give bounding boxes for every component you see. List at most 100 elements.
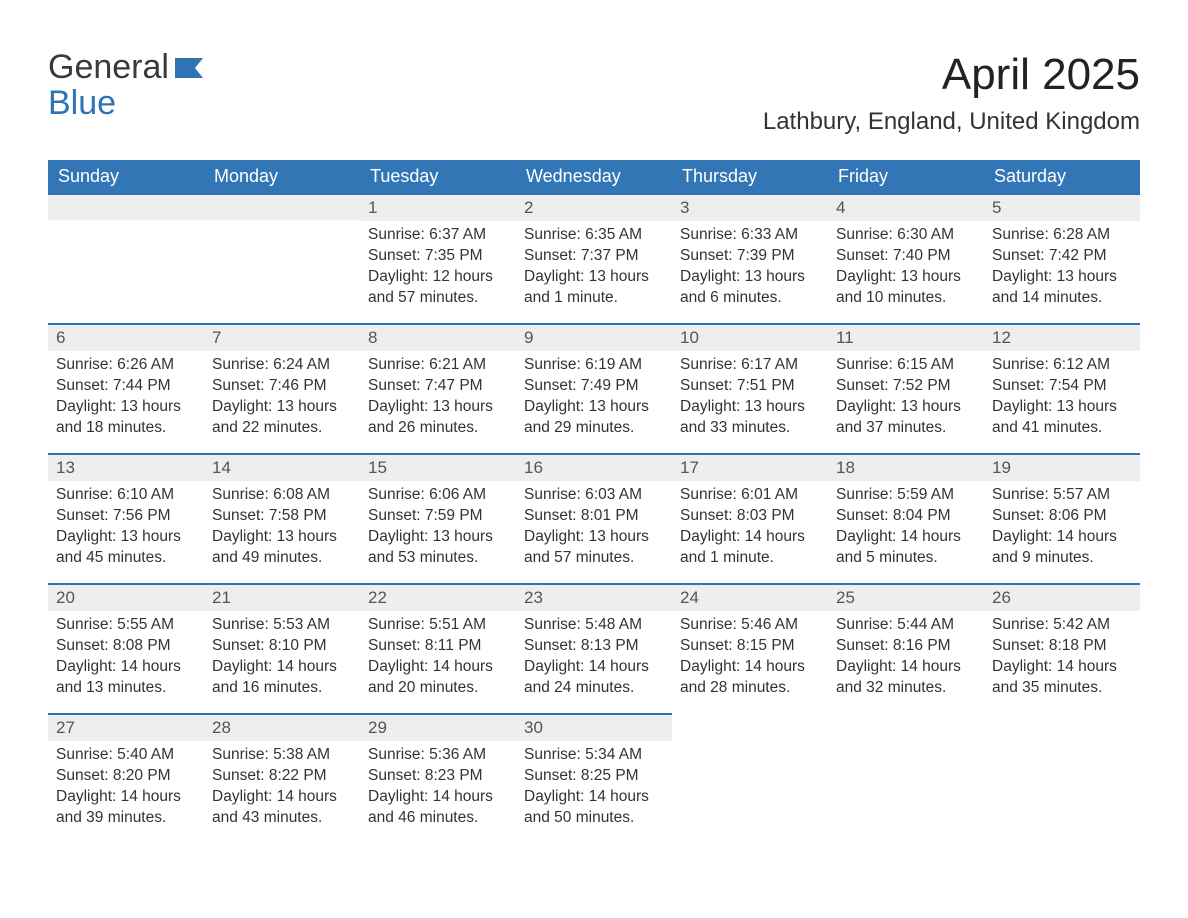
cell-sunrise: Sunrise: 6:24 AM xyxy=(212,355,352,376)
cell-body: Sunrise: 6:35 AMSunset: 7:37 PMDaylight:… xyxy=(516,221,672,319)
calendar-cell: 8Sunrise: 6:21 AMSunset: 7:47 PMDaylight… xyxy=(360,323,516,453)
location: Lathbury, England, United Kingdom xyxy=(763,108,1140,136)
cell-body: Sunrise: 5:53 AMSunset: 8:10 PMDaylight:… xyxy=(204,611,360,709)
calendar-cell xyxy=(828,713,984,843)
cell-sunrise: Sunrise: 6:21 AM xyxy=(368,355,508,376)
calendar-cell: 17Sunrise: 6:01 AMSunset: 8:03 PMDayligh… xyxy=(672,453,828,583)
calendar-cell: 9Sunrise: 6:19 AMSunset: 7:49 PMDaylight… xyxy=(516,323,672,453)
cell-body: Sunrise: 6:21 AMSunset: 7:47 PMDaylight:… xyxy=(360,351,516,449)
date-number: 26 xyxy=(984,583,1140,611)
cell-daylight2: and 24 minutes. xyxy=(524,678,664,699)
cell-body: Sunrise: 6:12 AMSunset: 7:54 PMDaylight:… xyxy=(984,351,1140,449)
cell-sunset: Sunset: 7:40 PM xyxy=(836,246,976,267)
cell-daylight1: Daylight: 12 hours xyxy=(368,267,508,288)
cell-daylight1: Daylight: 14 hours xyxy=(680,527,820,548)
cell-sunrise: Sunrise: 5:53 AM xyxy=(212,615,352,636)
cell-sunset: Sunset: 7:49 PM xyxy=(524,376,664,397)
cell-daylight2: and 22 minutes. xyxy=(212,418,352,439)
cell-sunrise: Sunrise: 6:19 AM xyxy=(524,355,664,376)
calendar-cell: 29Sunrise: 5:36 AMSunset: 8:23 PMDayligh… xyxy=(360,713,516,843)
date-number: 14 xyxy=(204,453,360,481)
cell-body: Sunrise: 5:46 AMSunset: 8:15 PMDaylight:… xyxy=(672,611,828,709)
cell-sunset: Sunset: 8:13 PM xyxy=(524,636,664,657)
cell-daylight1: Daylight: 14 hours xyxy=(56,657,196,678)
calendar-cell: 27Sunrise: 5:40 AMSunset: 8:20 PMDayligh… xyxy=(48,713,204,843)
cell-daylight2: and 13 minutes. xyxy=(56,678,196,699)
date-number: 18 xyxy=(828,453,984,481)
cell-daylight1: Daylight: 13 hours xyxy=(992,397,1132,418)
date-number: 20 xyxy=(48,583,204,611)
calendar-cell: 11Sunrise: 6:15 AMSunset: 7:52 PMDayligh… xyxy=(828,323,984,453)
logo-text: General Blue xyxy=(48,50,169,121)
logo: General Blue xyxy=(48,50,209,121)
cell-daylight2: and 20 minutes. xyxy=(368,678,508,699)
day-header-friday: Friday xyxy=(828,160,984,193)
cell-sunset: Sunset: 7:42 PM xyxy=(992,246,1132,267)
date-number: 9 xyxy=(516,323,672,351)
cell-body: Sunrise: 6:10 AMSunset: 7:56 PMDaylight:… xyxy=(48,481,204,579)
calendar-cell: 5Sunrise: 6:28 AMSunset: 7:42 PMDaylight… xyxy=(984,193,1140,323)
date-number: 17 xyxy=(672,453,828,481)
cell-body: Sunrise: 5:38 AMSunset: 8:22 PMDaylight:… xyxy=(204,741,360,839)
cell-daylight1: Daylight: 13 hours xyxy=(368,527,508,548)
date-number: 6 xyxy=(48,323,204,351)
cell-sunset: Sunset: 8:20 PM xyxy=(56,766,196,787)
cell-sunset: Sunset: 7:58 PM xyxy=(212,506,352,527)
cell-sunset: Sunset: 7:37 PM xyxy=(524,246,664,267)
cell-daylight2: and 18 minutes. xyxy=(56,418,196,439)
day-header-row: Sunday Monday Tuesday Wednesday Thursday… xyxy=(48,160,1140,193)
calendar-cell: 12Sunrise: 6:12 AMSunset: 7:54 PMDayligh… xyxy=(984,323,1140,453)
cell-daylight1: Daylight: 14 hours xyxy=(524,787,664,808)
cell-body: Sunrise: 6:33 AMSunset: 7:39 PMDaylight:… xyxy=(672,221,828,319)
calendar-cell: 25Sunrise: 5:44 AMSunset: 8:16 PMDayligh… xyxy=(828,583,984,713)
month-title: April 2025 xyxy=(763,50,1140,100)
day-header-wednesday: Wednesday xyxy=(516,160,672,193)
date-number: 27 xyxy=(48,713,204,741)
cell-sunrise: Sunrise: 5:36 AM xyxy=(368,745,508,766)
cell-daylight2: and 29 minutes. xyxy=(524,418,664,439)
calendar-cell: 23Sunrise: 5:48 AMSunset: 8:13 PMDayligh… xyxy=(516,583,672,713)
cell-daylight1: Daylight: 14 hours xyxy=(212,657,352,678)
cell-body: Sunrise: 5:44 AMSunset: 8:16 PMDaylight:… xyxy=(828,611,984,709)
date-number: 23 xyxy=(516,583,672,611)
logo-line1: General xyxy=(48,50,169,86)
cell-daylight2: and 1 minute. xyxy=(524,288,664,309)
cell-body: Sunrise: 6:26 AMSunset: 7:44 PMDaylight:… xyxy=(48,351,204,449)
cell-sunset: Sunset: 7:44 PM xyxy=(56,376,196,397)
calendar-cell: 20Sunrise: 5:55 AMSunset: 8:08 PMDayligh… xyxy=(48,583,204,713)
cell-daylight1: Daylight: 13 hours xyxy=(56,397,196,418)
cell-daylight1: Daylight: 14 hours xyxy=(56,787,196,808)
cell-body: Sunrise: 5:36 AMSunset: 8:23 PMDaylight:… xyxy=(360,741,516,839)
date-number: 29 xyxy=(360,713,516,741)
date-number: 4 xyxy=(828,193,984,221)
calendar-cell: 22Sunrise: 5:51 AMSunset: 8:11 PMDayligh… xyxy=(360,583,516,713)
calendar-cell: 19Sunrise: 5:57 AMSunset: 8:06 PMDayligh… xyxy=(984,453,1140,583)
week-row: 27Sunrise: 5:40 AMSunset: 8:20 PMDayligh… xyxy=(48,713,1140,843)
cell-daylight2: and 45 minutes. xyxy=(56,548,196,569)
cell-body: Sunrise: 6:19 AMSunset: 7:49 PMDaylight:… xyxy=(516,351,672,449)
cell-sunset: Sunset: 8:06 PM xyxy=(992,506,1132,527)
cell-daylight2: and 1 minute. xyxy=(680,548,820,569)
cell-body: Sunrise: 6:37 AMSunset: 7:35 PMDaylight:… xyxy=(360,221,516,319)
calendar-table: Sunday Monday Tuesday Wednesday Thursday… xyxy=(48,160,1140,843)
cell-sunrise: Sunrise: 5:57 AM xyxy=(992,485,1132,506)
calendar-cell: 21Sunrise: 5:53 AMSunset: 8:10 PMDayligh… xyxy=(204,583,360,713)
calendar-body: 1Sunrise: 6:37 AMSunset: 7:35 PMDaylight… xyxy=(48,193,1140,843)
date-number: 5 xyxy=(984,193,1140,221)
date-number: 19 xyxy=(984,453,1140,481)
cell-sunrise: Sunrise: 6:06 AM xyxy=(368,485,508,506)
cell-daylight2: and 26 minutes. xyxy=(368,418,508,439)
day-header-saturday: Saturday xyxy=(984,160,1140,193)
cell-sunset: Sunset: 8:23 PM xyxy=(368,766,508,787)
cell-daylight1: Daylight: 13 hours xyxy=(680,397,820,418)
date-number: 28 xyxy=(204,713,360,741)
cell-sunrise: Sunrise: 5:34 AM xyxy=(524,745,664,766)
logo-flag-icon xyxy=(173,56,209,87)
cell-daylight2: and 32 minutes. xyxy=(836,678,976,699)
cell-daylight2: and 41 minutes. xyxy=(992,418,1132,439)
cell-daylight1: Daylight: 14 hours xyxy=(368,787,508,808)
cell-sunrise: Sunrise: 5:51 AM xyxy=(368,615,508,636)
cell-sunset: Sunset: 8:01 PM xyxy=(524,506,664,527)
cell-sunrise: Sunrise: 6:30 AM xyxy=(836,225,976,246)
cell-daylight1: Daylight: 13 hours xyxy=(836,267,976,288)
